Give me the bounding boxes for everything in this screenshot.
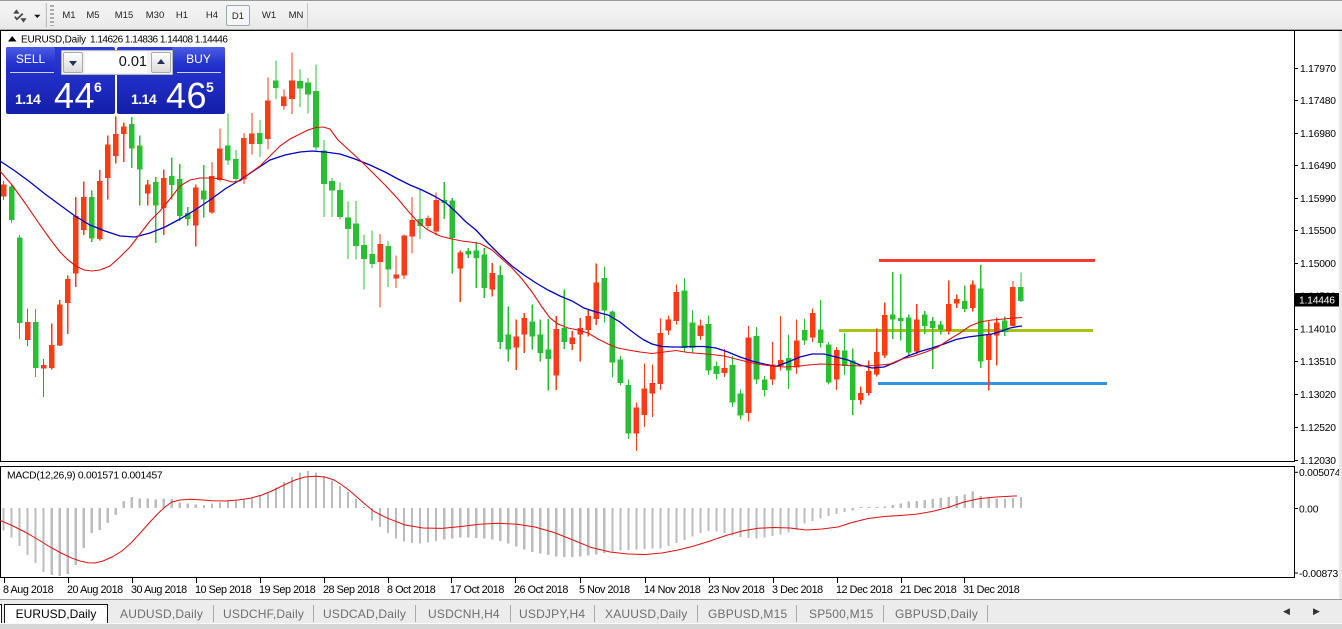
svg-text:MACD(12,26,9) 0.001571 0.00145: MACD(12,26,9) 0.001571 0.001457 xyxy=(7,471,163,482)
svg-text:1.15500: 1.15500 xyxy=(1300,226,1336,237)
svg-text:8 Aug 2018: 8 Aug 2018 xyxy=(3,584,54,596)
svg-text:1.13510: 1.13510 xyxy=(1300,357,1336,368)
svg-text:1.15000: 1.15000 xyxy=(1300,259,1336,270)
svg-text:1.14446: 1.14446 xyxy=(1299,296,1335,307)
svg-text:0.005074: 0.005074 xyxy=(1299,468,1341,479)
svg-text:30 Aug 2018: 30 Aug 2018 xyxy=(131,584,187,596)
svg-text:1.16490: 1.16490 xyxy=(1300,161,1336,172)
svg-text:26 Oct 2018: 26 Oct 2018 xyxy=(514,584,568,596)
svg-text:14 Nov 2018: 14 Nov 2018 xyxy=(644,584,701,596)
svg-text:EURUSD,Daily: EURUSD,Daily xyxy=(21,35,86,46)
svg-text:1.12030: 1.12030 xyxy=(1300,456,1336,467)
svg-text:21 Dec 2018: 21 Dec 2018 xyxy=(900,584,957,596)
svg-text:23 Nov 2018: 23 Nov 2018 xyxy=(708,584,765,596)
svg-text:20 Aug 2018: 20 Aug 2018 xyxy=(67,584,123,596)
svg-text:28 Sep 2018: 28 Sep 2018 xyxy=(323,584,380,596)
svg-text:17 Oct 2018: 17 Oct 2018 xyxy=(450,584,504,596)
svg-text:0.00: 0.00 xyxy=(1299,504,1319,515)
svg-text:1.15990: 1.15990 xyxy=(1300,194,1336,205)
svg-text:3 Dec 2018: 3 Dec 2018 xyxy=(772,584,823,596)
svg-text:1.17480: 1.17480 xyxy=(1300,96,1336,107)
svg-text:1.16980: 1.16980 xyxy=(1300,129,1336,140)
svg-text:1.17970: 1.17970 xyxy=(1300,64,1336,75)
svg-text:8 Oct 2018: 8 Oct 2018 xyxy=(387,584,436,596)
svg-text:10 Sep 2018: 10 Sep 2018 xyxy=(195,584,252,596)
svg-text:12 Dec 2018: 12 Dec 2018 xyxy=(836,584,893,596)
svg-text:5 Nov 2018: 5 Nov 2018 xyxy=(579,584,630,596)
svg-text:19 Sep 2018: 19 Sep 2018 xyxy=(259,584,316,596)
svg-text:1.14626 1.14836 1.14408 1.1444: 1.14626 1.14836 1.14408 1.14446 xyxy=(90,35,228,46)
svg-text:1.13020: 1.13020 xyxy=(1300,390,1336,401)
svg-text:1.14010: 1.14010 xyxy=(1300,325,1336,336)
svg-text:-0.00873: -0.00873 xyxy=(1299,569,1339,580)
svg-text:1.12520: 1.12520 xyxy=(1300,423,1336,434)
svg-text:31 Dec 2018: 31 Dec 2018 xyxy=(963,584,1020,596)
